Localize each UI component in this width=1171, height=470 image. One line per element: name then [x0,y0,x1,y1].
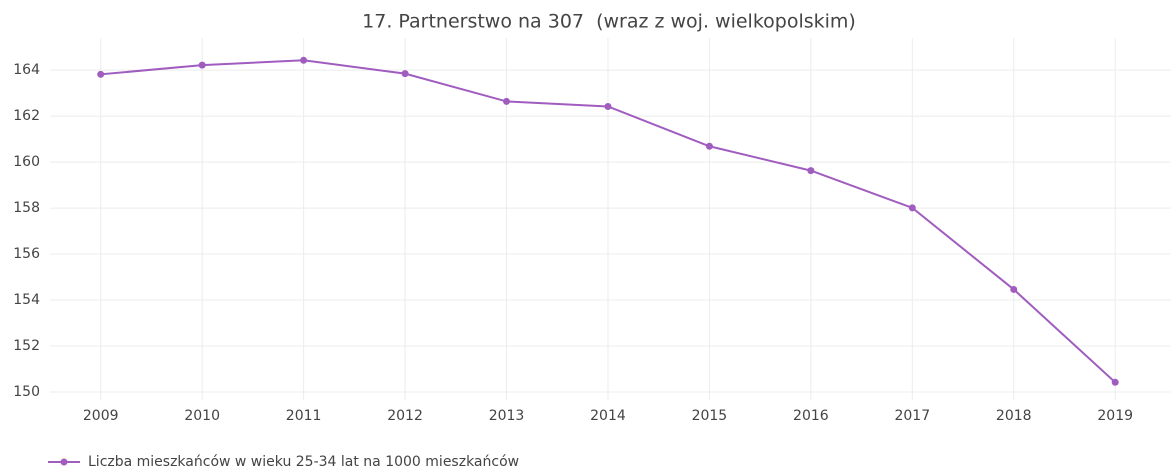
x-tick-label: 2015 [692,408,728,424]
data-point [97,70,105,78]
data-point [1010,285,1018,293]
data-point [1111,378,1119,386]
x-tick-label: 2017 [894,408,930,424]
x-tick-label: 2011 [286,408,322,424]
x-tick-label: 2014 [590,408,626,424]
x-tick-label: 2010 [184,408,220,424]
x-tick-label: 2013 [489,408,525,424]
y-tick-label: 164 [13,62,40,78]
data-point [705,142,713,150]
x-tick-label: 2019 [1097,408,1133,424]
data-point [908,204,916,212]
legend-label: Liczba mieszkańców w wieku 25-34 lat na … [88,454,519,470]
data-point [503,97,511,105]
y-tick-label: 150 [13,384,40,400]
data-point [300,56,308,64]
data-point [198,61,206,69]
y-tick-label: 160 [13,154,40,170]
data-point [401,70,409,78]
data-point [604,102,612,110]
x-tick-label: 2012 [387,408,423,424]
y-tick-label: 152 [13,338,40,354]
y-tick-label: 162 [13,108,40,124]
y-tick-label: 156 [13,246,40,262]
chart-title: 17. Partnerstwo na 307 (wraz z woj. wiel… [362,11,856,33]
y-tick-label: 158 [13,200,40,216]
y-tick-label: 154 [13,292,40,308]
x-tick-label: 2009 [83,408,119,424]
legend-marker [60,458,68,466]
x-tick-label: 2016 [793,408,829,424]
data-point [807,167,815,175]
x-tick-label: 2018 [996,408,1032,424]
